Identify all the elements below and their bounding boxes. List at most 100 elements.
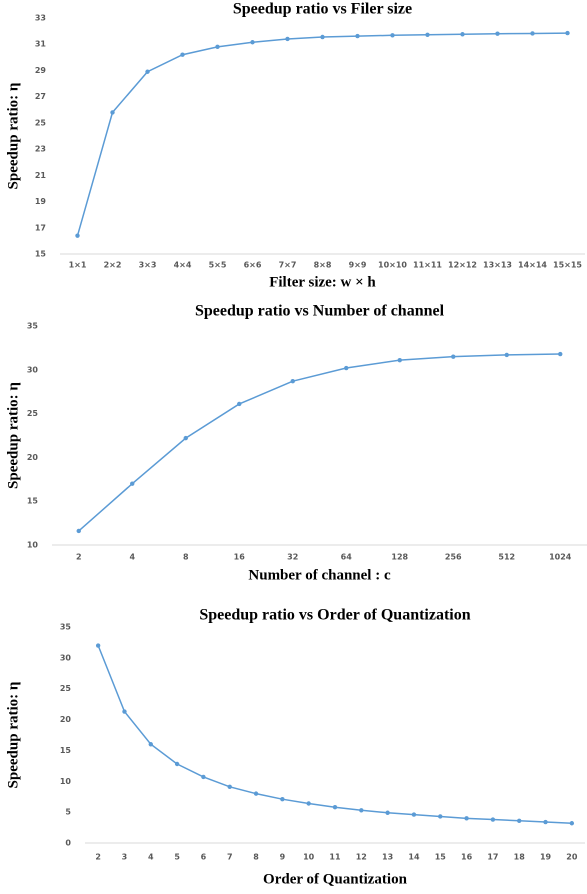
x-axis-label: Filter size: w × h (269, 274, 376, 290)
point (332, 805, 338, 810)
y-tick-label: 27 (35, 92, 46, 101)
y-tick-label: 0 (65, 839, 71, 848)
point (95, 643, 101, 648)
x-tick-label: 11×11 (413, 261, 442, 270)
point (558, 351, 563, 357)
x-tick-label: 19 (540, 853, 552, 862)
x-tick-label: 20 (566, 853, 578, 862)
x-tick-label: 2 (95, 853, 101, 862)
x-tick-label: 13 (382, 853, 393, 862)
x-tick-label: 13×13 (483, 261, 512, 270)
x-tick-label: 8×8 (314, 261, 332, 270)
x-tick-label: 64 (341, 553, 353, 562)
point (344, 365, 349, 371)
y-tick-label: 20 (60, 715, 72, 724)
x-tick-label: 10×10 (378, 261, 407, 270)
x-tick-label: 7 (227, 853, 233, 862)
y-tick-label: 33 (35, 14, 46, 23)
line (76, 32, 568, 236)
x-tick-label: 32 (287, 553, 298, 562)
x-axis-label: Number of channel : c (248, 567, 391, 583)
x-tick-label: 512 (498, 553, 515, 562)
y-tick-label: 30 (60, 653, 72, 662)
y-tick-label: 30 (27, 365, 39, 374)
x-tick-label: 12 (356, 853, 367, 862)
y-axis-label: Speedup ratio: η (5, 682, 21, 789)
point (425, 32, 430, 37)
point (215, 44, 220, 50)
x-tick-label: 12×12 (448, 261, 477, 270)
y-tick-label: 20 (27, 453, 39, 462)
x-tick-label: 5×5 (209, 261, 227, 270)
x-tick-label: 4×4 (174, 261, 192, 270)
point (490, 817, 496, 822)
point (130, 481, 135, 486)
x-tick-label: 18 (514, 853, 526, 862)
x-tick-label: 4 (129, 553, 135, 562)
point (237, 401, 242, 407)
y-tick-label: 35 (27, 322, 39, 331)
x-tick-label: 6 (201, 853, 207, 862)
y-tick-label: 25 (27, 409, 39, 418)
y-tick-label: 19 (35, 197, 47, 206)
point (253, 791, 259, 796)
point (290, 378, 295, 384)
point (285, 36, 290, 42)
x-axis-label: Order of Quantization (263, 871, 408, 887)
y-tick-label: 29 (35, 66, 47, 75)
point (397, 357, 402, 363)
point (122, 709, 127, 714)
chart-title: Speedup ratio vs Filer size (233, 1, 412, 18)
line (97, 645, 572, 825)
y-tick-label: 10 (60, 777, 72, 786)
x-tick-label: 14 (408, 853, 420, 862)
y-tick-label: 5 (65, 808, 71, 817)
point (201, 774, 206, 780)
x-tick-label: 1×1 (69, 261, 87, 270)
x-tick-label: 128 (391, 553, 408, 562)
line (78, 353, 561, 532)
point (148, 742, 153, 747)
point (174, 761, 180, 767)
point (359, 808, 364, 813)
point (385, 810, 390, 815)
point (390, 33, 395, 38)
y-tick-label: 25 (35, 118, 47, 127)
point (227, 784, 232, 790)
x-tick-label: 7×7 (279, 261, 297, 270)
point (495, 31, 500, 36)
point (438, 814, 443, 819)
x-tick-label: 2 (76, 553, 82, 562)
point (183, 435, 188, 441)
point (530, 31, 535, 36)
point (145, 69, 150, 74)
x-tick-label: 5 (174, 853, 180, 862)
point (451, 354, 456, 359)
y-tick-label: 23 (35, 145, 46, 154)
y-axis-label: Speedup ratio: η (5, 382, 21, 489)
point (280, 796, 285, 802)
x-tick-label: 16 (234, 553, 246, 562)
y-tick-label: 35 (60, 623, 72, 632)
y-axis-label: Speedup ratio: η (5, 83, 21, 190)
point (250, 40, 255, 45)
y-tick-label: 25 (60, 684, 72, 693)
point (76, 528, 81, 534)
point (355, 33, 360, 39)
y-tick-label: 15 (60, 746, 72, 755)
point (411, 812, 417, 817)
x-tick-label: 14×14 (518, 261, 547, 270)
point (180, 52, 185, 57)
x-tick-label: 8 (253, 853, 259, 862)
x-tick-label: 10 (303, 853, 315, 862)
point (320, 34, 325, 40)
x-tick-label: 9×9 (349, 261, 367, 270)
x-tick-label: 3×3 (139, 261, 157, 270)
x-tick-label: 4 (148, 853, 154, 862)
y-tick-label: 10 (27, 541, 39, 550)
x-tick-label: 256 (445, 553, 462, 562)
point (75, 233, 80, 238)
point (306, 801, 311, 806)
x-tick-label: 1024 (549, 553, 572, 562)
